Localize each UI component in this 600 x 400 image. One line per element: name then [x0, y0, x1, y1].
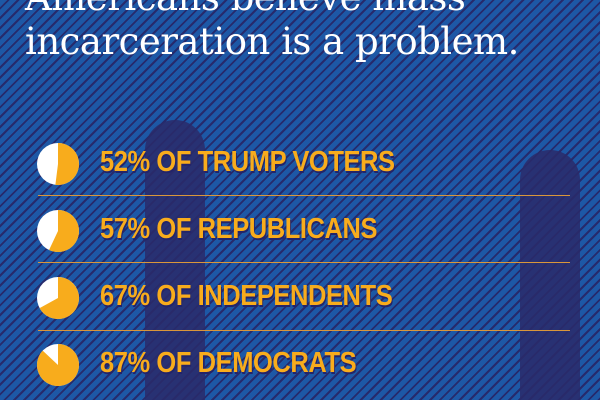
- divider: [38, 195, 570, 196]
- stat-label: 67% OF INDEPENDENTS: [100, 280, 393, 312]
- stat-label: 57% OF REPUBLICANS: [100, 213, 378, 245]
- stat-row: 67% OF INDEPENDENTS: [36, 272, 571, 322]
- headline-line-1: Americans believe mass: [25, 0, 519, 20]
- pie-chart: [37, 277, 79, 319]
- divider: [38, 262, 570, 263]
- pie-chart: [37, 143, 80, 185]
- stat-row: 52% OF TRUMP VOTERS: [36, 138, 571, 188]
- pie-slice: [55, 143, 80, 185]
- stat-row: 87% OF DEMOCRATS: [36, 339, 571, 389]
- stat-row: 57% OF REPUBLICANS: [36, 205, 571, 255]
- stat-label: 87% OF DEMOCRATS: [100, 347, 357, 379]
- stat-label: 52% OF TRUMP VOTERS: [100, 146, 395, 178]
- pie-slice: [39, 277, 79, 319]
- pie-slice: [36, 344, 79, 386]
- pie-chart: [36, 344, 79, 386]
- headline: Americans believe mass incarceration is …: [25, 0, 519, 64]
- pie-chart: [37, 210, 79, 252]
- pie-slice: [49, 210, 79, 252]
- divider: [38, 330, 570, 331]
- background-figure: [145, 120, 205, 400]
- headline-line-2: incarceration is a problem.: [25, 20, 519, 63]
- background-figure: [520, 150, 580, 400]
